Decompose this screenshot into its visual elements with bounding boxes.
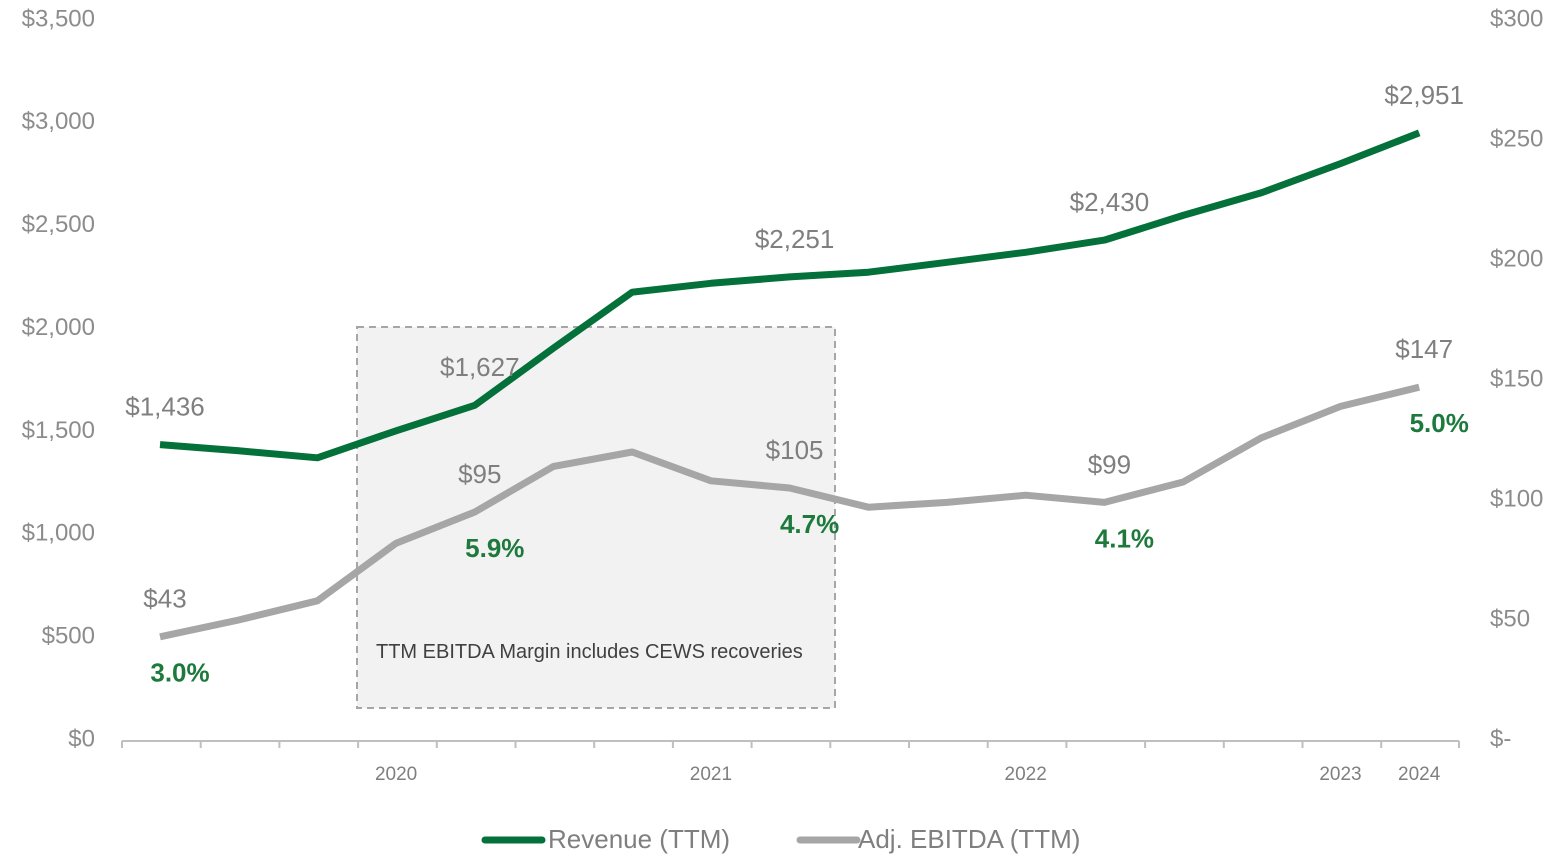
y-tick-label: $2,000	[22, 314, 95, 341]
data-label: $147	[1395, 334, 1453, 364]
margin-label: 5.0%	[1410, 408, 1469, 438]
y2-tick-label: $100	[1490, 485, 1543, 512]
x-tick-label: 2022	[1005, 764, 1047, 785]
y2-tick-label: $-	[1490, 725, 1511, 752]
y-tick-label: $2,500	[22, 211, 95, 238]
data-label: $2,430	[1070, 187, 1150, 217]
data-label: $1,436	[125, 391, 205, 421]
annotation: TTM EBITDA Margin includes CEWS recoveri…	[376, 641, 803, 663]
y-tick-label: $1,000	[22, 520, 95, 547]
y-tick-label: $1,500	[22, 417, 95, 444]
margin-label: 5.9%	[465, 533, 524, 563]
y2-tick-label: $300	[1490, 5, 1543, 32]
x-tick-label: 2023	[1319, 764, 1361, 785]
x-tick-label: 2020	[375, 764, 417, 785]
y2-tick-label: $200	[1490, 245, 1543, 272]
data-label: $95	[458, 459, 501, 489]
y2-tick-label: $250	[1490, 125, 1543, 152]
y-tick-label: $3,500	[22, 5, 95, 32]
y2-tick-label: $150	[1490, 365, 1543, 392]
legend-label: Adj. EBITDA (TTM)	[858, 824, 1080, 854]
annotation-box	[356, 326, 836, 709]
margin-label: 4.1%	[1095, 523, 1154, 553]
data-label: $43	[143, 584, 186, 614]
legend-label: Revenue (TTM)	[548, 824, 730, 854]
series-line	[159, 129, 1421, 462]
y-tick-label: $500	[42, 622, 95, 649]
margin-label: 3.0%	[150, 658, 209, 688]
x-tick-label: 2024	[1398, 764, 1441, 785]
y2-tick-label: $50	[1490, 605, 1530, 632]
margin-label: 4.7%	[780, 509, 839, 539]
data-label: $2,251	[755, 224, 835, 254]
y-tick-label: $3,000	[22, 108, 95, 135]
data-label: $2,951	[1384, 80, 1464, 110]
data-label: $99	[1088, 449, 1131, 479]
x-tick-label: 2021	[690, 764, 732, 785]
data-label: $105	[766, 435, 824, 465]
data-label: $1,627	[440, 352, 520, 382]
annotation-wrap: TTM EBITDA Margin includes CEWS recoveri…	[376, 641, 803, 663]
y-tick-label: $0	[68, 725, 95, 752]
series-line	[159, 383, 1421, 641]
